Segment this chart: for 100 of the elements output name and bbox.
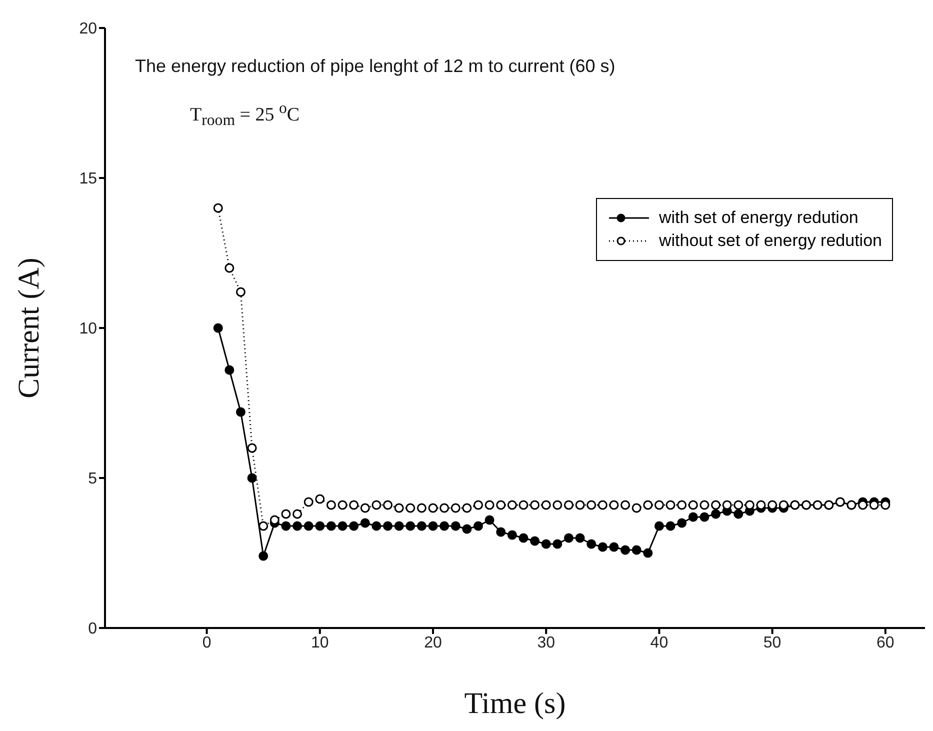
x-tick-label: 50 <box>763 634 782 652</box>
point <box>756 500 766 510</box>
point <box>473 500 483 510</box>
point <box>768 500 778 510</box>
point <box>360 503 370 513</box>
point <box>880 500 890 510</box>
point <box>383 521 393 531</box>
point <box>394 521 404 531</box>
legend-label: without set of energy redution <box>658 231 882 251</box>
point <box>734 509 744 519</box>
point <box>406 503 416 513</box>
point <box>620 545 630 555</box>
point <box>213 203 223 213</box>
point <box>338 500 348 510</box>
point <box>292 521 302 531</box>
point <box>598 542 608 552</box>
point <box>609 500 619 510</box>
point <box>462 503 472 513</box>
point <box>609 542 619 552</box>
point <box>383 500 393 510</box>
point <box>530 536 540 546</box>
point <box>292 509 302 519</box>
point <box>247 473 257 483</box>
point <box>858 500 868 510</box>
point <box>315 521 325 531</box>
annotation: T$_{room}$ = 25 $^{o}$C <box>190 100 300 130</box>
point <box>654 500 664 510</box>
point <box>406 521 416 531</box>
point <box>643 500 653 510</box>
point <box>496 527 506 537</box>
point <box>598 500 608 510</box>
legend-label: with set of energy redution <box>658 208 858 228</box>
point <box>677 518 687 528</box>
point <box>734 500 744 510</box>
point <box>236 407 246 417</box>
point <box>744 500 754 510</box>
y-axis-title: Current (A) <box>12 258 46 398</box>
point <box>778 500 788 510</box>
point <box>360 518 370 528</box>
x-tick-label: 0 <box>202 634 212 652</box>
point <box>541 539 551 549</box>
point <box>247 443 257 453</box>
point <box>440 521 450 531</box>
point <box>586 539 596 549</box>
point <box>507 500 517 510</box>
point <box>258 551 268 561</box>
x-tick-label: 20 <box>424 634 442 652</box>
x-tick-label: 10 <box>311 634 329 652</box>
point <box>394 503 404 513</box>
point <box>484 500 494 510</box>
point <box>869 500 879 510</box>
point <box>575 533 585 543</box>
y-tick-label: 10 <box>79 320 98 338</box>
point <box>496 500 506 510</box>
point <box>677 500 687 510</box>
point <box>632 503 642 513</box>
point <box>632 545 642 555</box>
point <box>326 521 336 531</box>
point <box>462 524 472 534</box>
point <box>700 500 710 510</box>
point <box>224 263 234 273</box>
point <box>722 500 732 510</box>
point <box>666 500 676 510</box>
point <box>620 500 630 510</box>
point <box>281 521 291 531</box>
point <box>643 548 653 558</box>
y-tick-label: 5 <box>88 470 98 488</box>
point <box>711 509 721 519</box>
point <box>258 521 268 531</box>
point <box>688 500 698 510</box>
point <box>326 500 336 510</box>
point <box>416 521 426 531</box>
point <box>304 497 314 507</box>
y-tick-label: 20 <box>79 20 98 38</box>
point <box>428 521 438 531</box>
point <box>349 500 359 510</box>
point <box>666 521 676 531</box>
point <box>518 533 528 543</box>
point <box>586 500 596 510</box>
y-tick-label: 15 <box>79 170 98 188</box>
point <box>552 539 562 549</box>
point <box>575 500 585 510</box>
point <box>372 500 382 510</box>
point <box>711 500 721 510</box>
x-tick-label: 40 <box>650 634 668 652</box>
point <box>552 500 562 510</box>
point <box>450 503 460 513</box>
point <box>304 521 314 531</box>
point <box>270 515 280 525</box>
point <box>450 521 460 531</box>
point <box>688 512 698 522</box>
point <box>700 512 710 522</box>
point <box>372 521 382 531</box>
point <box>507 530 517 540</box>
point <box>440 503 450 513</box>
point <box>338 521 348 531</box>
y-tick-label: 0 <box>88 620 98 638</box>
point <box>213 323 223 333</box>
point <box>541 500 551 510</box>
x-axis-title: Time (s) <box>464 687 566 720</box>
